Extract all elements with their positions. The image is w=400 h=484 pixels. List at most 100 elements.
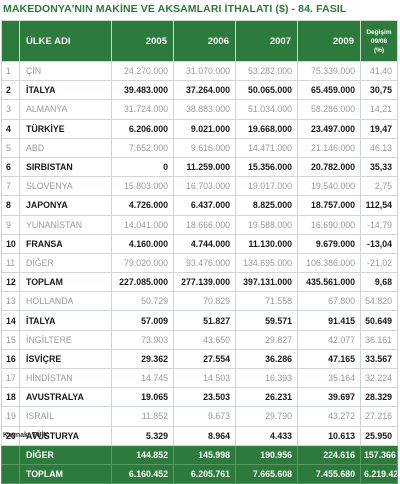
value-change: -21,02 [360, 252, 398, 274]
value-2009: 21.146.000 [297, 137, 361, 158]
value-2009: 10.613 [297, 425, 361, 446]
value-2007: 50.065.000 [235, 80, 298, 101]
table-row: 2 İTALYA 39.483.000 37.264.000 50.065.000 65.… [1, 80, 398, 101]
value-2006: 9.673 [173, 406, 236, 427]
value-2007: 26.231 [235, 387, 298, 408]
value-2009: 39.697 [297, 387, 361, 408]
country-name: İSRAİL [19, 406, 112, 427]
country-name: TOPLAM [19, 272, 112, 293]
value-change: -14,79 [360, 214, 398, 235]
header-row: ÜLKE ADI 2005 2006 2007 2009 Değişim 09/… [1, 20, 398, 62]
table-row: 11 DİĞER 79.020.000 93.476.000 134.695.000 10… [1, 252, 398, 274]
value-2006: 14.503 [173, 367, 236, 389]
value-2005: 57.009 [111, 310, 174, 331]
value-2007: 29.790 [235, 406, 298, 427]
value-change: 14,21 [360, 99, 398, 120]
value-change: -13,04 [360, 233, 398, 254]
value-2009: 43.272 [297, 406, 361, 427]
row-index: 14 [1, 310, 20, 331]
country-name: ÇİN [19, 60, 112, 82]
row-index: 18 [1, 387, 20, 408]
value-2005: 79.020.000 [111, 252, 174, 274]
value-change: 112,54 [360, 195, 398, 216]
value-2006: 18.666.000 [173, 214, 236, 235]
value-2005: 4.726.000 [111, 195, 174, 216]
header-2007: 2007 [235, 20, 298, 62]
row-index: 1 [1, 60, 20, 82]
table-row: 17 HİNDİSTAN 14.745 14.503 16.393 35.164 32.22… [1, 367, 398, 389]
country-name: ABD [19, 137, 112, 158]
table-row: 14 İTALYA 57.009 51.827 59.571 91.415 50.649 [1, 310, 398, 331]
total-label: TOPLAM [19, 463, 112, 484]
value-change: 36.161 [360, 329, 398, 350]
value-2006: 145.998 [173, 444, 236, 465]
value-change: 30,75 [360, 80, 398, 101]
row-index: 16 [1, 348, 20, 370]
country-name: İTALYA [19, 310, 112, 331]
value-2007: 36.286 [235, 348, 298, 370]
value-2005: 29.362 [111, 348, 174, 370]
value-2005: 11.852 [111, 406, 174, 427]
value-2007: 4.433 [235, 425, 298, 446]
value-2006: 37.264.000 [173, 80, 236, 101]
value-change: 157.366 [360, 444, 398, 465]
row-index: 8 [1, 195, 20, 216]
value-2007: 11.130.000 [235, 233, 298, 254]
value-2006: 23.503 [173, 387, 236, 408]
value-2007: 29.827 [235, 329, 298, 350]
value-2007: 19.588.000 [235, 214, 298, 235]
row-index: 9 [1, 214, 20, 235]
country-name: İNGİLTERE [19, 329, 112, 350]
country-name: SLOVENYA [19, 176, 112, 197]
value-2007: 8.825.000 [235, 195, 298, 216]
value-2006: 70.829 [173, 291, 236, 312]
header-change-line3: (%) [373, 46, 385, 54]
value-change: 32.224 [360, 367, 398, 389]
value-2006: 93.476.000 [173, 252, 236, 274]
header-index [1, 20, 20, 62]
country-name: TÜRKİYE [19, 118, 112, 139]
value-2009: 106.386.000 [297, 252, 361, 274]
table-row: 3 ALMANYA 31.724.000 38.883.000 51.034.000 58… [1, 99, 398, 120]
value-2006: 43.650 [173, 329, 236, 350]
country-name: ALMANYA [19, 99, 112, 120]
value-2009: 19.540.000 [297, 176, 361, 197]
header-2006: 2006 [173, 20, 236, 62]
value-2006: 4.744.000 [173, 233, 236, 254]
value-2005: 5.329 [111, 425, 174, 446]
table-row: 19 İSRAİL 11.852 9.673 29.790 43.272 27.216 [1, 406, 398, 427]
value-2005: 24.270.000 [111, 60, 174, 82]
country-name: YUNANİSTAN [19, 214, 112, 235]
value-2007: 15.356.000 [235, 156, 298, 178]
value-2005: 39.483.000 [111, 80, 174, 101]
value-2005: 6.160.452 [111, 463, 174, 484]
header-country: ÜLKE ADI [19, 20, 112, 62]
value-change: 35,33 [360, 156, 398, 178]
row-index: 12 [1, 272, 20, 293]
value-change: 27.216 [360, 406, 398, 427]
value-change: 46,13 [360, 137, 398, 158]
value-2006: 8.964 [173, 425, 236, 446]
value-2009: 16.690.000 [297, 214, 361, 235]
country-name: FRANSA [19, 233, 112, 254]
value-change: 19,47 [360, 118, 398, 139]
value-2007: 19.017.000 [235, 176, 298, 197]
table-row: 16 İSVİÇRE 29.362 27.554 36.286 47.165 33.567 [1, 348, 398, 370]
row-index: 15 [1, 329, 20, 350]
header-change: Değişim 09/08 (%) [360, 20, 398, 62]
value-2005: 6.206.000 [111, 118, 174, 139]
value-change: 25.950 [360, 425, 398, 446]
value-2007: 71.558 [235, 291, 298, 312]
value-2009: 7.455.680 [297, 463, 361, 484]
header-2005: 2005 [111, 20, 174, 62]
value-2006: 16.703.000 [173, 176, 236, 197]
value-2007: 190.956 [235, 444, 298, 465]
value-2007: 53.282.000 [235, 60, 298, 82]
country-name: HİNDİSTAN [19, 367, 112, 389]
row-index: 19 [1, 406, 20, 427]
row-index: 5 [1, 137, 20, 158]
source-note: Kaynak: TÜİK [3, 432, 49, 439]
value-2009: 47.165 [297, 348, 361, 370]
value-2005: 19.065 [111, 387, 174, 408]
header-change-line2: 09/08 [370, 37, 388, 45]
